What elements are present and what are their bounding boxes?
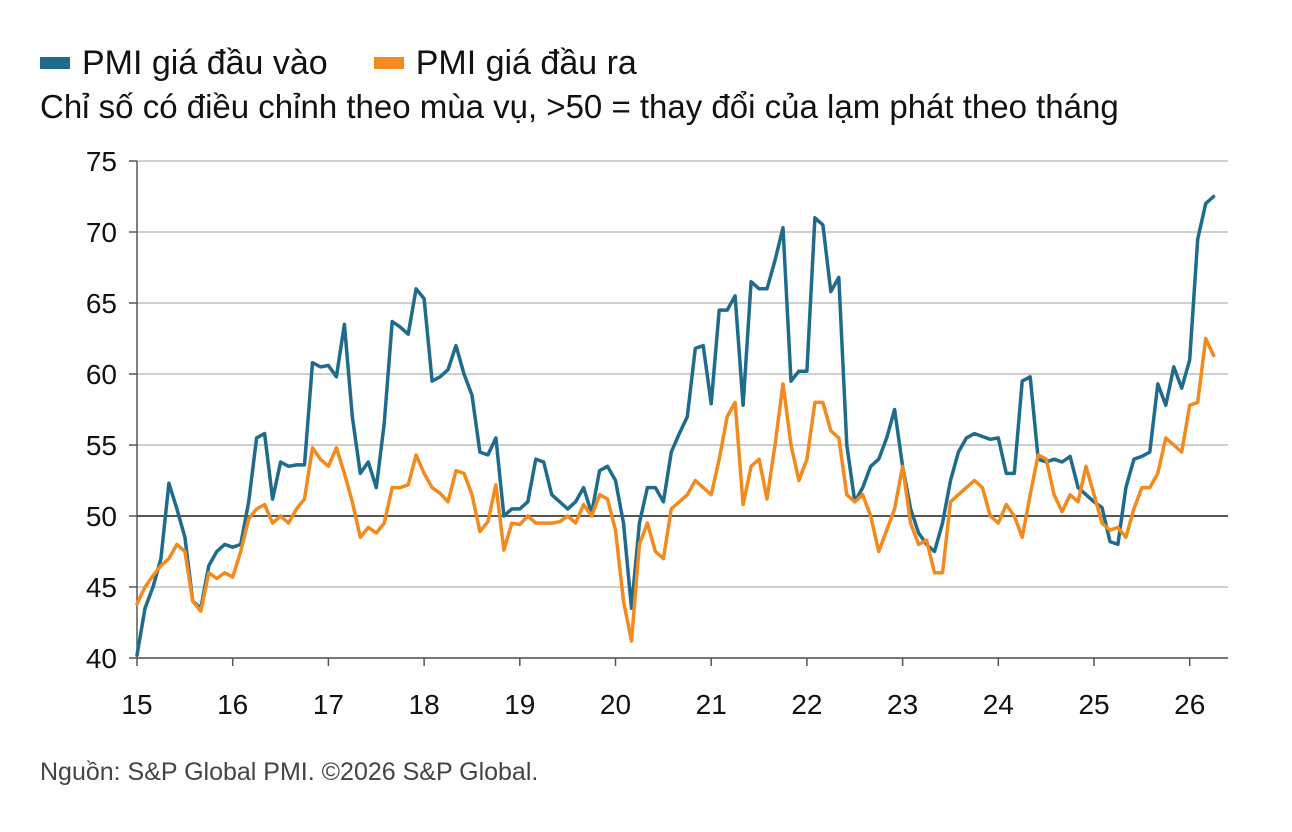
x-tick-label: 22 (791, 689, 822, 720)
chart-subtitle: Chỉ số có điều chỉnh theo mùa vụ, >50 = … (40, 88, 1119, 125)
x-tick-label: 16 (217, 689, 248, 720)
legend-item-output: PMI giá đầu ra (373, 43, 637, 83)
series-lines (135, 194, 1216, 657)
legend-swatch-output (373, 57, 404, 69)
legend-label-output: PMI giá đầu ra (415, 43, 637, 82)
line-chart: 40 45 50 55 60 65 70 75 15 16 17 18 19 20 21 22 23 24 25 2… (86, 146, 1228, 720)
legend-swatch-input (40, 57, 70, 69)
y-tick-label: 50 (86, 501, 117, 532)
x-tick-label: 18 (409, 689, 440, 720)
x-tick-label: 21 (696, 689, 727, 720)
y-tick-label: 60 (86, 359, 117, 390)
x-tick-label: 20 (600, 689, 631, 720)
legend-item-input: PMI giá đầu vào (40, 44, 328, 83)
y-tick-label: 45 (86, 572, 117, 603)
grid-lines (137, 160, 1228, 659)
x-tick-label: 15 (121, 689, 152, 720)
series-line-input-prices (135, 194, 1216, 657)
source-note: Nguồn: S&P Global PMI. ©2026 S&P Global. (40, 758, 539, 786)
y-tick-label: 65 (86, 288, 117, 319)
y-tick-label: 75 (86, 146, 117, 177)
x-tick-label: 24 (983, 689, 1014, 720)
y-tick-label: 40 (86, 643, 117, 674)
legend: PMI giá đầu vào PMI giá đầu ra (40, 38, 683, 88)
series-line-output-prices (135, 336, 1216, 643)
x-tick-label: 19 (504, 689, 535, 720)
x-tick-label: 23 (887, 689, 918, 720)
x-tick-label: 25 (1078, 689, 1109, 720)
x-tick-label: 17 (313, 689, 344, 720)
y-tick-label: 70 (86, 217, 117, 248)
legend-label-input: PMI giá đầu vào (82, 43, 328, 82)
y-tick-label: 55 (86, 430, 117, 461)
x-axis-ticks: 15 16 17 18 19 20 21 22 23 24 25 26 (121, 657, 1228, 720)
y-axis-ticks: 40 45 50 55 60 65 70 75 (86, 146, 138, 674)
x-tick-label: 26 (1174, 689, 1205, 720)
